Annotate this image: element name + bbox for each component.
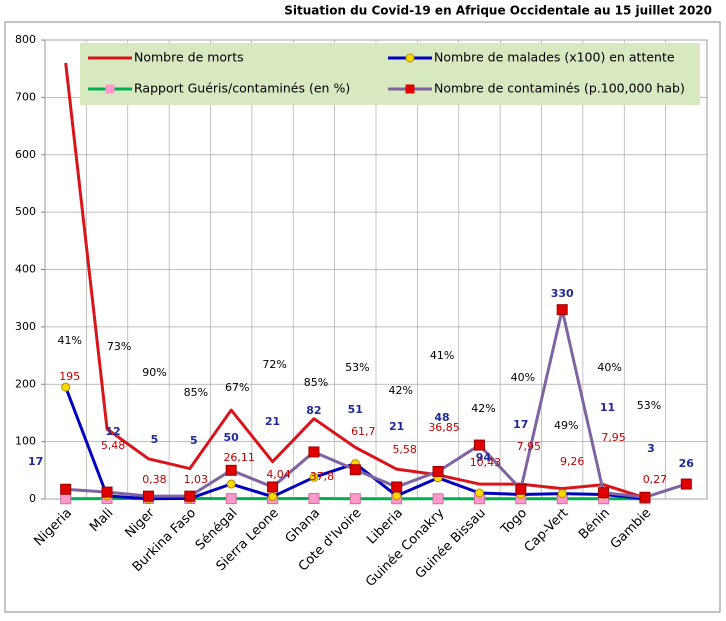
data-label: 42%: [388, 384, 412, 397]
data-label: 67%: [225, 381, 249, 394]
chart-title: Situation du Covid-19 en Afrique Occiden…: [284, 4, 712, 18]
point: [309, 494, 319, 504]
y-tick-label: 800: [15, 33, 36, 46]
data-label: 21: [265, 415, 280, 428]
data-label: 40%: [511, 371, 535, 384]
data-label: 0,38: [142, 473, 167, 486]
data-label: 85%: [304, 376, 328, 389]
data-label: 3: [647, 442, 655, 455]
legend-label: Nombre de contaminés (p.100,000 hab): [434, 81, 685, 96]
data-label: 17: [28, 455, 43, 468]
data-label: 48: [434, 411, 449, 424]
point: [681, 479, 691, 489]
y-tick-label: 200: [15, 377, 36, 390]
point: [557, 305, 567, 315]
data-label: 40%: [597, 361, 621, 374]
data-label: 90%: [142, 366, 166, 379]
data-label: 11: [600, 401, 615, 414]
data-label: 12: [105, 425, 120, 438]
data-label: 1,03: [184, 473, 209, 486]
data-label: 17: [513, 418, 528, 431]
legend-label: Nombre de morts: [134, 50, 244, 65]
data-label: 5,58: [392, 443, 417, 456]
point: [475, 489, 483, 497]
data-label: 49%: [554, 419, 578, 432]
legend-label: Rapport Guéris/contaminés (en %): [134, 81, 350, 96]
point: [433, 466, 443, 476]
y-tick-label: 100: [15, 435, 36, 448]
data-label: 5: [151, 433, 159, 446]
data-label: 4,04: [266, 468, 291, 481]
data-label: 37,8: [310, 470, 335, 483]
point: [309, 447, 319, 457]
legend-label: Nombre de malades (x100) en attente: [434, 50, 675, 65]
point: [599, 488, 609, 498]
data-label: 50: [224, 431, 240, 444]
data-label: 53%: [345, 361, 369, 374]
point: [392, 482, 402, 492]
data-label: 7,95: [601, 431, 626, 444]
point: [226, 494, 236, 504]
point: [185, 491, 195, 501]
legend-marker: [106, 85, 114, 93]
data-label: 41%: [430, 349, 454, 362]
data-label: 5: [190, 434, 198, 447]
data-label: 85%: [184, 386, 208, 399]
y-tick-label: 300: [15, 320, 36, 333]
legend-marker: [406, 85, 414, 93]
data-label: 41%: [57, 334, 81, 347]
point: [393, 492, 401, 500]
point: [143, 491, 153, 501]
point: [62, 383, 70, 391]
y-tick-label: 0: [29, 492, 36, 505]
data-label: 7,95: [517, 440, 542, 453]
point: [269, 493, 277, 501]
point: [102, 487, 112, 497]
data-label: 72%: [262, 358, 286, 371]
data-label: 0,27: [643, 473, 668, 486]
y-tick-label: 700: [15, 90, 36, 103]
y-tick-label: 400: [15, 263, 36, 276]
point: [433, 494, 443, 504]
point: [558, 490, 566, 498]
point: [227, 480, 235, 488]
data-label: 195: [59, 370, 80, 383]
data-label: 26,11: [223, 451, 255, 464]
point: [350, 494, 360, 504]
y-tick-label: 600: [15, 148, 36, 161]
data-label: 42%: [471, 402, 495, 415]
data-label: 82: [306, 404, 321, 417]
data-label: 5,48: [101, 439, 126, 452]
data-label: 61,7: [351, 425, 376, 438]
point: [350, 465, 360, 475]
point: [640, 492, 650, 502]
point: [268, 482, 278, 492]
data-label: 330: [551, 287, 574, 300]
legend-marker: [406, 54, 414, 62]
data-label: 73%: [107, 340, 131, 353]
data-label: 26: [679, 457, 695, 470]
data-label: 94: [476, 451, 492, 464]
data-label: 53%: [637, 399, 661, 412]
data-label: 51: [348, 403, 363, 416]
data-label: 9,26: [560, 455, 585, 468]
point: [61, 484, 71, 494]
point: [61, 494, 71, 504]
point: [226, 465, 236, 475]
point: [516, 484, 526, 494]
y-tick-label: 500: [15, 205, 36, 218]
data-label: 21: [389, 420, 404, 433]
point: [474, 440, 484, 450]
